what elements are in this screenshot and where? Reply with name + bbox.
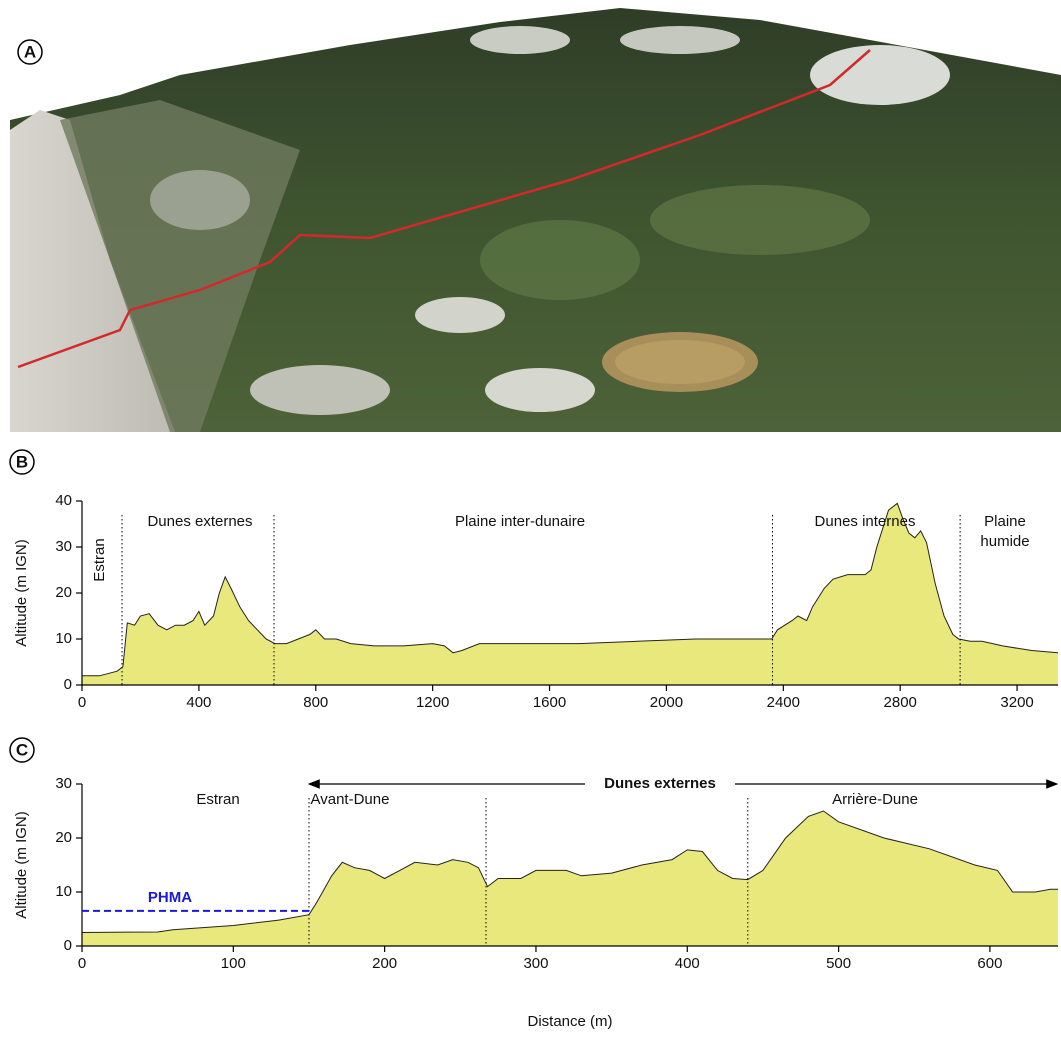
zone-label: Estran bbox=[91, 538, 108, 581]
x-tick-label: 1200 bbox=[416, 694, 449, 711]
y-tick-label: 0 bbox=[64, 937, 72, 954]
profile-line bbox=[81, 810, 1058, 933]
x-tick-label: 400 bbox=[186, 694, 211, 711]
zone-label: humide bbox=[980, 533, 1029, 550]
y-tick-label: 30 bbox=[55, 538, 72, 555]
x-axis-label: Distance (m) bbox=[527, 1013, 612, 1030]
x-tick-label: 2800 bbox=[884, 694, 917, 711]
panel-badge bbox=[9, 449, 35, 475]
panel-label: A bbox=[24, 42, 36, 61]
x-tick-label: 1600 bbox=[533, 694, 566, 711]
zone-label: Dunes internes bbox=[815, 513, 916, 530]
area-fill bbox=[82, 811, 1058, 946]
span-label: Dunes externes bbox=[604, 775, 716, 792]
zone-label: Avant-Dune bbox=[311, 791, 390, 808]
span-label-bg bbox=[585, 774, 735, 794]
x-tick-label: 100 bbox=[221, 955, 246, 972]
satellite-view: A bbox=[10, 8, 1061, 432]
x-tick-label: 2400 bbox=[767, 694, 800, 711]
panel-label: B bbox=[16, 452, 28, 471]
x-tick-label: 500 bbox=[826, 955, 851, 972]
y-axis-label: Altitude (m IGN) bbox=[13, 811, 30, 919]
y-tick-label: 10 bbox=[55, 883, 72, 900]
x-tick-label: 0 bbox=[78, 694, 86, 711]
zone-label: Estran bbox=[196, 791, 239, 808]
x-tick-label: 3200 bbox=[1000, 694, 1033, 711]
y-axis-label: Altitude (m IGN) bbox=[13, 539, 30, 647]
zone-label: Plaine bbox=[984, 513, 1026, 530]
x-tick-label: 800 bbox=[303, 694, 328, 711]
x-tick-label: 200 bbox=[372, 955, 397, 972]
panel-badge bbox=[9, 737, 35, 763]
x-tick-label: 2000 bbox=[650, 694, 683, 711]
zone-label: Arrière-Dune bbox=[832, 791, 918, 808]
y-tick-label: 20 bbox=[55, 829, 72, 846]
x-tick-label: 600 bbox=[977, 955, 1002, 972]
y-tick-label: 20 bbox=[55, 584, 72, 601]
x-tick-label: 400 bbox=[675, 955, 700, 972]
y-tick-label: 30 bbox=[55, 775, 72, 792]
y-tick-label: 40 bbox=[55, 492, 72, 509]
x-tick-label: 0 bbox=[78, 955, 86, 972]
zone-label: Plaine inter-dunaire bbox=[455, 513, 585, 530]
zone-label: Dunes externes bbox=[147, 513, 252, 530]
area-fill bbox=[82, 503, 1058, 685]
reference-label: PHMA bbox=[148, 889, 192, 906]
profile-line bbox=[82, 502, 1059, 677]
x-tick-label: 300 bbox=[523, 955, 548, 972]
y-tick-label: 10 bbox=[55, 630, 72, 647]
y-tick-label: 0 bbox=[64, 676, 72, 693]
panel-label: C bbox=[16, 740, 28, 759]
